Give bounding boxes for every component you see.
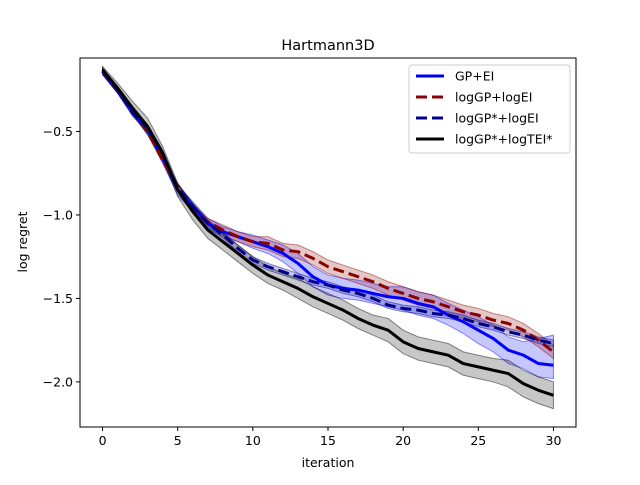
- y-tick-label: −2.0: [43, 374, 73, 389]
- x-tick-label: 10: [245, 433, 261, 448]
- band-loggp-plus-logei: [102, 66, 554, 360]
- y-tick-label: −0.5: [43, 124, 73, 139]
- line-loggp-star-plus-logei: [101, 70, 554, 345]
- legend: GP+EI logGP+logEI logGP*+logEI logGP*+logTE…: [408, 64, 571, 154]
- x-axis-ticks: 0 5 10 15 20 25 30: [99, 427, 562, 448]
- legend-frame: [408, 64, 571, 154]
- legend-label-gp-plus-ei: GP+EI: [455, 69, 494, 84]
- y-axis-ticks: −0.5 −1.0 −1.5 −2.0: [43, 124, 80, 389]
- legend-label-loggp-star-plus-logtei-star: logGP*+logTEI*: [455, 132, 553, 147]
- x-tick-label: 15: [320, 433, 336, 448]
- x-tick-label: 30: [546, 433, 562, 448]
- x-tick-label: 20: [395, 433, 411, 448]
- y-tick-label: −1.5: [43, 291, 73, 306]
- line-loggp-star-plus-logtei-star: [101, 68, 554, 397]
- x-tick-label: 5: [174, 433, 182, 448]
- chart-title: Hartmann3D: [281, 38, 374, 54]
- legend-label-loggp-star-plus-logei: logGP*+logEI: [455, 111, 539, 126]
- x-axis-label: iteration: [302, 455, 355, 470]
- x-tick-label: 25: [470, 433, 486, 448]
- band-gp-plus-ei: [102, 66, 554, 380]
- series-lines: [101, 68, 555, 397]
- legend-items: GP+EI logGP+logEI logGP*+logEI logGP*+logTE…: [416, 69, 553, 147]
- legend-label-loggp-plus-logei: logGP+logEI: [455, 90, 532, 105]
- x-tick-label: 0: [99, 433, 107, 448]
- y-tick-label: −1.0: [43, 207, 73, 222]
- y-axis-label: log regret: [15, 211, 30, 272]
